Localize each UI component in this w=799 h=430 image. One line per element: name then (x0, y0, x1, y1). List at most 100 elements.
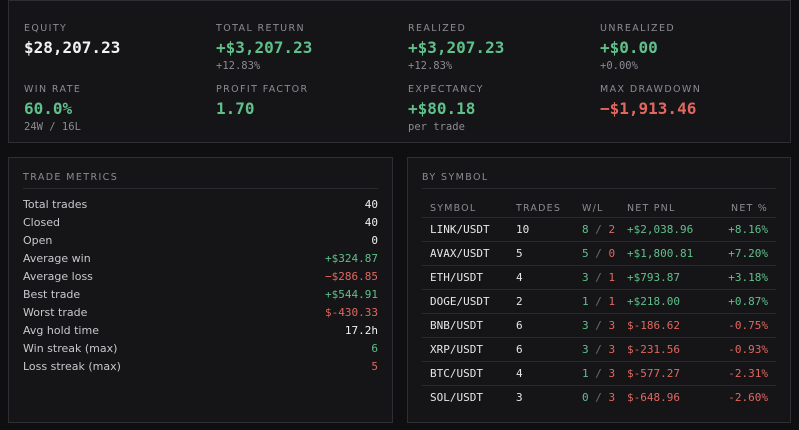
stat-sub: +0.00% (600, 60, 638, 72)
metric-label: Open (23, 233, 53, 247)
metric-value: 5 (371, 359, 378, 373)
metric-row: Average loss −$286.85 (23, 267, 378, 285)
win-loss-cell: 3 / 1 (582, 271, 615, 284)
metric-value: 40 (364, 215, 378, 229)
table-header: SYMBOL TRADES W/L NET PNL NET % (422, 196, 776, 220)
stat-value: +$80.18 (408, 99, 476, 118)
symbol-cell: SOL/USDT (430, 391, 483, 404)
net-pct-cell: +8.16% (728, 223, 768, 236)
table-row[interactable]: ETH/USDT 4 3 / 1 +$793.87 +3.18% (422, 265, 776, 289)
stat-label: UNREALIZED (600, 23, 676, 34)
wins-value: 8 (582, 223, 589, 236)
stat-label: MAX DRAWDOWN (600, 84, 702, 95)
metric-value: +$544.91 (325, 287, 378, 301)
symbol-cell: XRP/USDT (430, 343, 483, 356)
stat-total-return: TOTAL RETURN +$3,207.23 +12.83% (216, 23, 396, 72)
metric-label: Win streak (max) (23, 341, 118, 355)
trades-cell: 5 (516, 247, 523, 260)
divider (23, 188, 378, 189)
net-pnl-cell: +$793.87 (627, 271, 680, 284)
metric-value: 40 (364, 197, 378, 211)
table-row[interactable]: XRP/USDT 6 3 / 3 $-231.56 -0.93% (422, 337, 776, 361)
table-row[interactable]: LINK/USDT 10 8 / 2 +$2,038.96 +8.16% (422, 217, 776, 241)
table-row[interactable]: AVAX/USDT 5 5 / 0 +$1,800.81 +7.20% (422, 241, 776, 265)
stat-label: EXPECTANCY (408, 84, 484, 95)
metric-label: Average loss (23, 269, 93, 283)
separator: / (588, 223, 609, 236)
net-pnl-cell: $-231.56 (627, 343, 680, 356)
wins-value: 5 (582, 247, 589, 260)
net-pct-cell: -2.60% (728, 391, 768, 404)
stat-expectancy: EXPECTANCY +$80.18 per trade (408, 84, 588, 133)
col-header-wl[interactable]: W/L (582, 202, 604, 214)
net-pnl-cell: $-648.96 (627, 391, 680, 404)
metric-label: Worst trade (23, 305, 88, 319)
wins-value: 0 (582, 391, 589, 404)
net-pct-cell: +0.87% (728, 295, 768, 308)
win-loss-cell: 3 / 3 (582, 319, 615, 332)
table-row[interactable]: BTC/USDT 4 1 / 3 $-577.27 -2.31% (422, 361, 776, 385)
win-loss-cell: 1 / 3 (582, 367, 615, 380)
symbol-cell: ETH/USDT (430, 271, 483, 284)
table-row[interactable]: SOL/USDT 3 0 / 3 $-648.96 -2.60% (422, 385, 776, 409)
stat-profit-factor: PROFIT FACTOR 1.70 (216, 84, 396, 118)
metric-value: 0 (371, 233, 378, 247)
net-pct-cell: -0.75% (728, 319, 768, 332)
stat-value: −$1,913.46 (600, 99, 697, 118)
win-loss-cell: 1 / 1 (582, 295, 615, 308)
stat-unrealized: UNREALIZED +$0.00 +0.00% (600, 23, 780, 72)
stat-label: EQUITY (24, 23, 68, 34)
metric-label: Loss streak (max) (23, 359, 121, 373)
metric-label: Average win (23, 251, 91, 265)
net-pnl-cell: +$1,800.81 (627, 247, 694, 260)
metric-label: Total trades (23, 197, 88, 211)
wins-value: 1 (582, 295, 589, 308)
losses-value: 3 (608, 391, 616, 404)
trade-metrics-panel: TRADE METRICS Total trades 40 Closed 40 Open… (8, 157, 393, 423)
stat-equity: EQUITY $28,207.23 (24, 23, 204, 57)
trades-cell: 2 (516, 295, 523, 308)
win-loss-cell: 0 / 3 (582, 391, 615, 404)
metric-row: Worst trade $-430.33 (23, 303, 378, 321)
trades-cell: 6 (516, 343, 523, 356)
col-header-trades[interactable]: TRADES (516, 202, 562, 214)
losses-value: 1 (608, 295, 616, 308)
separator: / (588, 271, 609, 284)
stat-value: 1.70 (216, 99, 255, 118)
trades-cell: 6 (516, 319, 523, 332)
table-row[interactable]: BNB/USDT 6 3 / 3 $-186.62 -0.75% (422, 313, 776, 337)
stat-label: WIN RATE (24, 84, 82, 95)
net-pnl-cell: $-186.62 (627, 319, 680, 332)
metric-value: −$286.85 (325, 269, 378, 283)
losses-value: 2 (608, 223, 616, 236)
stat-sub: per trade (408, 121, 465, 133)
net-pct-cell: +7.20% (728, 247, 768, 260)
col-header-symbol[interactable]: SYMBOL (430, 202, 477, 214)
trades-cell: 4 (516, 367, 523, 380)
stat-value: +$0.00 (600, 38, 658, 57)
stat-value: +$3,207.23 (216, 38, 313, 57)
symbol-cell: BTC/USDT (430, 367, 483, 380)
stat-value: $28,207.23 (24, 38, 121, 57)
stat-max-drawdown: MAX DRAWDOWN −$1,913.46 (600, 84, 780, 118)
by-symbol-panel: BY SYMBOL SYMBOL TRADES W/L NET PNL NET … (407, 157, 791, 423)
metric-value: 6 (371, 341, 378, 355)
table-row[interactable]: DOGE/USDT 2 1 / 1 +$218.00 +0.87% (422, 289, 776, 313)
stat-win-rate: WIN RATE 60.0% 24W / 16L (24, 84, 204, 133)
win-loss-cell: 8 / 2 (582, 223, 615, 236)
wins-value: 3 (582, 319, 589, 332)
losses-value: 1 (608, 271, 616, 284)
net-pct-cell: -2.31% (728, 367, 768, 380)
metric-label: Avg hold time (23, 323, 99, 337)
stat-sub: +12.83% (216, 60, 261, 72)
separator: / (588, 391, 609, 404)
separator: / (588, 319, 609, 332)
stats-summary-panel: EQUITY $28,207.23 TOTAL RETURN +$3,207.2… (8, 0, 791, 143)
col-header-net-pct[interactable]: NET % (731, 202, 768, 214)
win-loss-cell: 3 / 3 (582, 343, 615, 356)
divider (422, 188, 776, 189)
metric-row: Win streak (max) 6 (23, 339, 378, 357)
metric-value: 17.2h (344, 323, 378, 337)
losses-value: 0 (608, 247, 616, 260)
col-header-net-pnl[interactable]: NET PNL (627, 202, 676, 214)
